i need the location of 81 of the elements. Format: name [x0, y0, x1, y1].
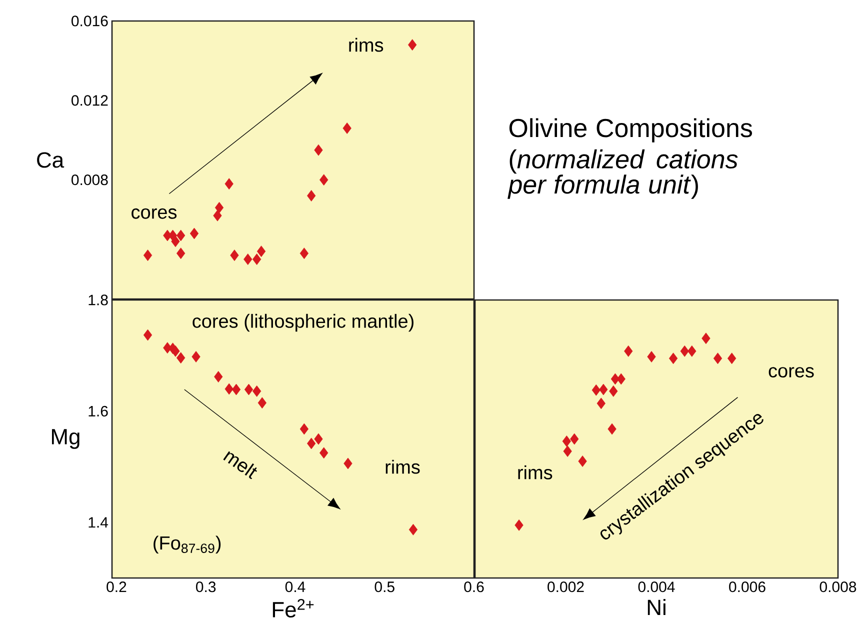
point [258, 397, 266, 409]
point [176, 248, 186, 260]
point [688, 345, 696, 357]
point [320, 174, 328, 186]
annotation: cores (lithospheric mantle) [192, 314, 414, 332]
point [408, 524, 418, 536]
point [728, 352, 736, 364]
point [680, 345, 689, 357]
x-tick-label: 0.6 [464, 582, 484, 592]
y-tick-label: 1.8 [88, 294, 108, 306]
point [609, 385, 618, 397]
point [213, 210, 222, 222]
y-tick-label: 1.6 [88, 406, 108, 417]
text: Olivine Compositions [509, 118, 752, 142]
point [562, 436, 571, 447]
point [408, 39, 417, 51]
x-tick-label: 0.4 [285, 582, 306, 592]
point [192, 351, 200, 362]
point [256, 246, 266, 258]
point [232, 384, 241, 396]
annotation: rims [518, 465, 552, 480]
point [599, 384, 608, 396]
y-tick-label: 1.4 [88, 517, 108, 528]
point [224, 178, 234, 190]
point [713, 352, 722, 364]
x-tick-label: 0.006 [729, 582, 766, 592]
point [668, 352, 678, 364]
point [171, 236, 180, 248]
point [342, 122, 352, 134]
y-tick-label: 0.016 [72, 16, 108, 26]
point [252, 385, 262, 397]
point [314, 433, 323, 445]
point [224, 383, 234, 395]
point [244, 384, 254, 396]
x-tick-label: 0.3 [196, 582, 216, 592]
point [176, 352, 186, 364]
point [344, 458, 352, 470]
y-tick-label: 0.012 [72, 95, 108, 106]
x-axis-title: Ni [648, 599, 666, 615]
point [616, 373, 626, 385]
annotation: cores [132, 208, 177, 219]
point [143, 329, 152, 341]
text: (normalized cations per formula unit) [508, 149, 738, 199]
point [214, 371, 223, 382]
point [143, 250, 152, 262]
point [624, 345, 633, 357]
x-tick-label: 0.004 [638, 582, 675, 592]
x-tick-label: 0.2 [106, 582, 126, 592]
point [314, 144, 323, 156]
point [307, 190, 316, 202]
point [514, 519, 524, 531]
point [252, 254, 262, 265]
point [563, 446, 572, 457]
point [230, 250, 239, 262]
point [320, 447, 328, 459]
y-axis-title: Ca [37, 152, 64, 168]
point [176, 230, 186, 242]
point [190, 228, 199, 240]
annotation: (Fo$_{87-69}$) [154, 536, 221, 554]
annotation: rims [386, 460, 420, 474]
point [596, 398, 606, 410]
annotation: melt [223, 451, 258, 480]
x-tick-label: 0.002 [548, 582, 584, 592]
point [578, 456, 587, 467]
point [570, 433, 579, 445]
point [300, 423, 309, 435]
point [244, 254, 252, 265]
annotation: rims [349, 38, 384, 52]
point [608, 423, 616, 435]
point [592, 384, 600, 396]
point [647, 351, 656, 362]
x-tick-label: 0.5 [374, 582, 394, 592]
annotation: cores [768, 367, 814, 378]
point [702, 332, 710, 344]
y-axis-title: Mg [52, 429, 80, 449]
point [307, 438, 316, 450]
y-tick-label: 0.008 [72, 174, 108, 186]
x-axis-title: Fe$^{2+}$ [272, 599, 314, 618]
point [214, 202, 224, 214]
x-tick-label: 0.008 [820, 582, 856, 592]
point [300, 248, 309, 260]
